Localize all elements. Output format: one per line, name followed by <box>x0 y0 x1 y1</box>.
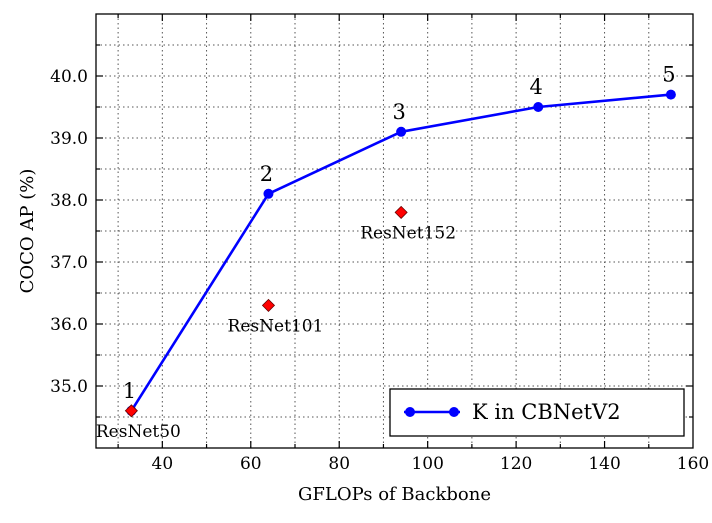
reference-point-label: ResNet152 <box>360 223 456 243</box>
x-tick-label: 40 <box>152 454 174 474</box>
data-point <box>263 188 274 199</box>
legend-label: K in CBNetV2 <box>472 400 621 424</box>
x-tick-label: 100 <box>411 454 443 474</box>
reference-point-label: ResNet101 <box>228 316 324 336</box>
axis-ticks: 35.0 36.0 37.0 38.0 39.0 40.0 40 60 80 100 120 140 1… <box>50 14 709 474</box>
y-tick-label: 39.0 <box>50 129 88 149</box>
y-tick-label: 37.0 <box>50 253 88 273</box>
x-tick-label: 80 <box>328 454 350 474</box>
series-line <box>130 93 672 412</box>
x-tick-label: 140 <box>588 454 620 474</box>
y-tick-label: 35.0 <box>50 377 88 397</box>
y-tick-label: 40.0 <box>50 67 88 87</box>
reference-points: ResNet50 ResNet101 ResNet152 <box>96 205 456 442</box>
y-axis-title: COCO AP (%) <box>17 169 38 294</box>
legend-marker-left <box>405 407 415 417</box>
reference-point-marker <box>124 404 138 418</box>
reference-point-marker <box>261 298 276 312</box>
x-tick-label: 120 <box>500 454 532 474</box>
reference-point-label: ResNet50 <box>96 422 181 442</box>
legend: K in CBNetV2 <box>389 388 685 437</box>
grid <box>96 14 693 448</box>
reference-point-marker <box>394 205 408 219</box>
y-tick-label: 38.0 <box>50 191 88 211</box>
data-point-label: 1 <box>123 379 136 403</box>
y-tick-label: 36.0 <box>50 315 88 335</box>
series-layer: 1 2 3 4 5 <box>123 63 676 416</box>
data-point-label: 2 <box>260 162 273 186</box>
data-point-label: 4 <box>530 75 543 99</box>
data-point-label: 3 <box>392 100 405 124</box>
x-tick-label: 160 <box>677 454 709 474</box>
data-point <box>533 102 544 112</box>
data-point <box>665 89 676 100</box>
data-point-label: 5 <box>662 63 675 87</box>
x-axis-title: GFLOPs of Backbone <box>298 484 491 505</box>
data-point <box>396 126 407 137</box>
legend-marker-right <box>449 407 459 417</box>
x-tick-label: 60 <box>240 454 262 474</box>
